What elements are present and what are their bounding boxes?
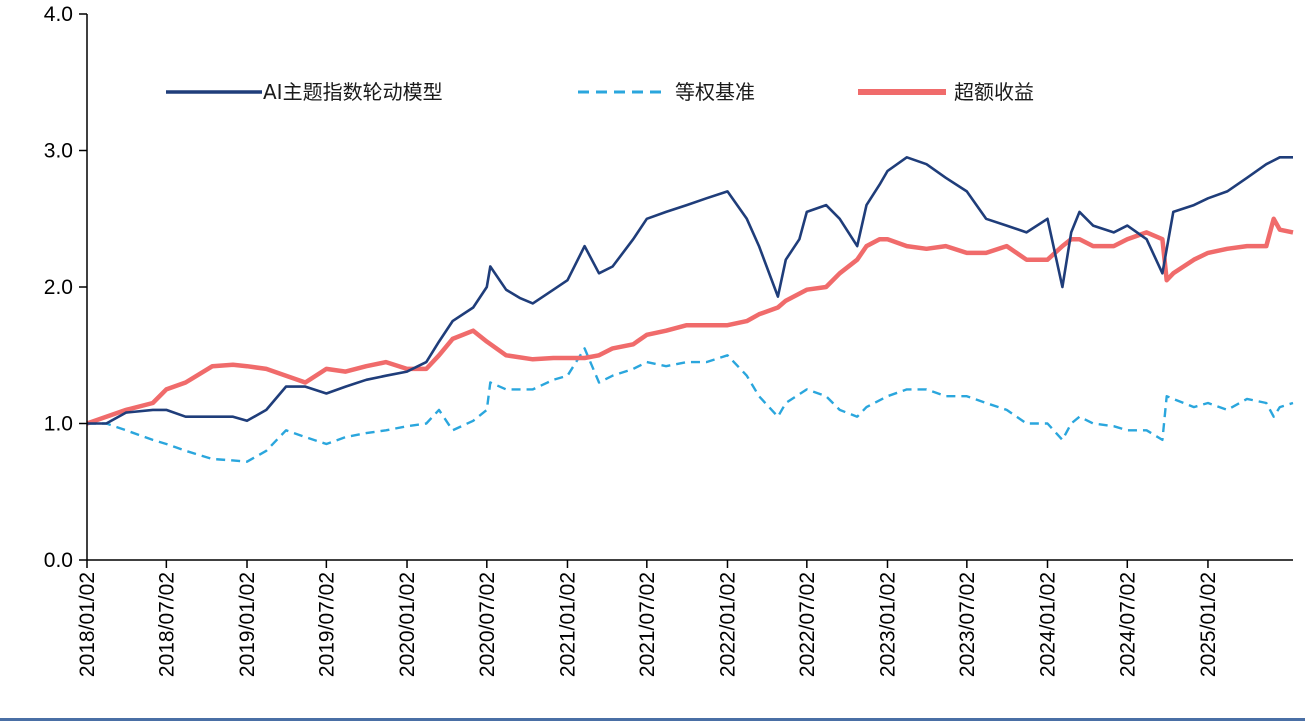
x-tick-label: 2019/07/02 <box>315 572 338 677</box>
bottom-rule <box>0 718 1305 721</box>
series-line-equal-weight <box>87 347 1294 463</box>
x-tick-label: 2020/01/02 <box>396 572 419 677</box>
x-tick-label: 2023/01/02 <box>876 572 899 677</box>
legend-label-ai-model: AI主题指数轮动模型 <box>263 80 443 104</box>
x-tick-label: 2022/07/02 <box>796 572 819 677</box>
legend-label-excess-return: 超额收益 <box>954 80 1034 104</box>
x-tick-label: 2020/07/02 <box>476 572 499 677</box>
series-line-excess-return <box>86 216 1294 426</box>
x-tick-label: 2023/07/02 <box>956 572 979 677</box>
legend: AI主题指数轮动模型 等权基准 超额收益 <box>166 80 1034 104</box>
x-tick-label: 2024/07/02 <box>1116 572 1139 677</box>
series-line-ai-model <box>87 156 1293 425</box>
x-tick-label: 2024/01/02 <box>1037 572 1060 677</box>
x-tick-label: 2025/01/02 <box>1197 572 1220 677</box>
x-tick-label: 2022/01/02 <box>716 572 739 677</box>
legend-label-equal-weight: 等权基准 <box>675 80 755 104</box>
x-tick-label: 2021/07/02 <box>636 572 659 677</box>
y-tick-label: 4.0 <box>44 3 73 26</box>
y-tick-label: 2.0 <box>44 276 73 299</box>
y-tick-label: 1.0 <box>44 413 73 436</box>
x-tick-label: 2018/07/02 <box>155 572 178 677</box>
series-lines <box>86 156 1294 463</box>
x-axis: 2018/01/02 2018/07/02 2019/01/02 2019/07/02… <box>76 560 1220 677</box>
y-tick-label: 0.0 <box>44 549 73 572</box>
x-tick-label: 2019/01/02 <box>236 572 259 677</box>
y-tick-label: 3.0 <box>44 140 73 163</box>
y-axis: 0.0 1.0 2.0 3.0 4.0 <box>44 3 87 572</box>
x-tick-label: 2021/01/02 <box>556 572 579 677</box>
x-tick-label: 2018/01/02 <box>76 572 99 677</box>
